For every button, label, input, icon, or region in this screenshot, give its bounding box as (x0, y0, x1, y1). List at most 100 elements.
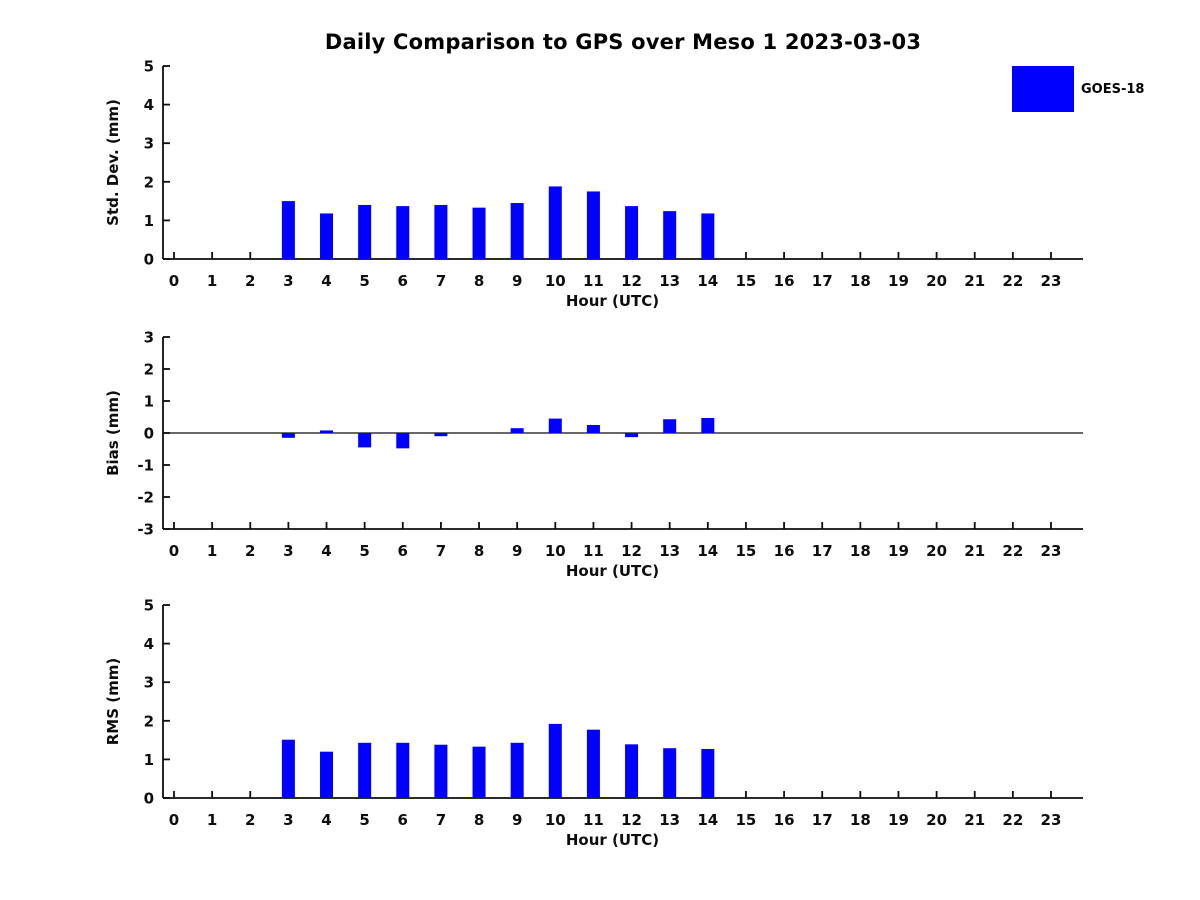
x-tick-label: 12 (621, 811, 642, 829)
y-tick-label: 1 (144, 751, 154, 769)
x-tick-label: 23 (1041, 811, 1062, 829)
bar-goes-18-h3 (281, 201, 295, 259)
bar-goes-18-h14 (701, 213, 715, 259)
bar-goes-18-h4 (320, 213, 334, 259)
y-tick-label: 0 (144, 425, 154, 443)
x-tick-label: 14 (697, 811, 718, 829)
x-tick-label: 8 (474, 272, 484, 290)
x-tick-label: 19 (888, 811, 909, 829)
x-tick-label: 4 (321, 811, 331, 829)
x-tick-label: 0 (169, 542, 179, 560)
x-tick-label: 23 (1041, 272, 1062, 290)
y-tick-label: 2 (144, 173, 154, 191)
x-tick-label: 22 (1002, 272, 1023, 290)
figure-title: Daily Comparison to GPS over Meso 1 2023… (324, 30, 922, 54)
y-tick-label: 1 (144, 212, 154, 230)
x-tick-label: 1 (207, 272, 217, 290)
legend: GOES-18 (1012, 66, 1144, 112)
x-tick-label: 12 (621, 272, 642, 290)
bar-goes-18-h7 (434, 744, 448, 798)
x-tick-label: 2 (245, 811, 255, 829)
x-tick-label: 13 (659, 542, 680, 560)
bar-goes-18-h14 (701, 417, 715, 433)
x-tick-label: 11 (583, 272, 604, 290)
bar-goes-18-h3 (281, 739, 295, 798)
y-tick-label: 2 (144, 712, 154, 730)
x-tick-label: 7 (436, 811, 446, 829)
bar-goes-18-h14 (701, 748, 715, 798)
bar-goes-18-h10 (548, 186, 562, 259)
bar-goes-18-h4 (320, 751, 334, 798)
x-tick-label: 6 (398, 542, 408, 560)
bar-goes-18-h9 (510, 742, 524, 798)
x-tick-label: 3 (283, 542, 293, 560)
bar-goes-18-h7 (434, 433, 448, 437)
x-tick-label: 14 (697, 272, 718, 290)
bar-goes-18-h10 (548, 723, 562, 798)
x-tick-label: 0 (169, 272, 179, 290)
bar-goes-18-h6 (396, 433, 410, 449)
x-tick-label: 16 (774, 542, 795, 560)
y-tick-label: 3 (144, 674, 154, 692)
x-tick-label: 2 (245, 272, 255, 290)
y-axis-label: RMS (mm) (104, 658, 122, 745)
y-tick-label: 3 (144, 135, 154, 153)
bar-goes-18-h6 (396, 742, 410, 798)
y-tick-label: -3 (137, 521, 154, 539)
bar-goes-18-h7 (434, 204, 448, 259)
x-tick-label: 1 (207, 542, 217, 560)
x-tick-label: 7 (436, 272, 446, 290)
x-tick-label: 17 (812, 272, 833, 290)
x-tick-label: 6 (398, 811, 408, 829)
bar-goes-18-h8 (472, 746, 486, 798)
x-tick-label: 8 (474, 542, 484, 560)
legend-swatch-goes18 (1012, 66, 1074, 112)
x-tick-label: 22 (1002, 811, 1023, 829)
x-tick-label: 10 (545, 542, 566, 560)
x-tick-label: 19 (888, 542, 909, 560)
x-tick-label: 13 (659, 811, 680, 829)
x-tick-label: 2 (245, 542, 255, 560)
x-tick-label: 4 (321, 272, 331, 290)
x-tick-label: 21 (964, 811, 985, 829)
x-tick-label: 3 (283, 811, 293, 829)
y-tick-label: -1 (137, 457, 154, 475)
y-tick-label: 2 (144, 361, 154, 379)
x-tick-label: 9 (512, 542, 522, 560)
x-tick-label: 14 (697, 542, 718, 560)
bar-goes-18-h3 (281, 433, 295, 438)
x-tick-label: 15 (736, 272, 757, 290)
x-tick-label: 1 (207, 811, 217, 829)
x-tick-label: 8 (474, 811, 484, 829)
y-tick-label: 5 (144, 58, 154, 76)
legend-label-goes18: GOES-18 (1081, 81, 1145, 97)
x-tick-label: 9 (512, 811, 522, 829)
x-tick-label: 17 (812, 542, 833, 560)
x-tick-label: 11 (583, 811, 604, 829)
x-axis-label: Hour (UTC) (566, 562, 659, 580)
x-tick-label: 12 (621, 542, 642, 560)
x-tick-label: 13 (659, 272, 680, 290)
x-tick-label: 0 (169, 811, 179, 829)
x-tick-label: 21 (964, 542, 985, 560)
x-tick-label: 15 (736, 811, 757, 829)
x-tick-label: 21 (964, 272, 985, 290)
x-tick-label: 18 (850, 272, 871, 290)
x-tick-label: 5 (359, 272, 369, 290)
x-tick-label: 16 (774, 811, 795, 829)
bar-goes-18-h13 (663, 748, 677, 798)
x-axis-label: Hour (UTC) (566, 831, 659, 849)
bar-goes-18-h11 (586, 191, 600, 259)
y-axis-label: Bias (mm) (104, 390, 122, 476)
x-tick-label: 18 (850, 811, 871, 829)
x-tick-label: 20 (926, 542, 947, 560)
bar-goes-18-h12 (625, 433, 639, 438)
x-tick-label: 18 (850, 542, 871, 560)
y-tick-label: 1 (144, 393, 154, 411)
bar-goes-18-h9 (510, 428, 524, 433)
x-tick-label: 10 (545, 272, 566, 290)
